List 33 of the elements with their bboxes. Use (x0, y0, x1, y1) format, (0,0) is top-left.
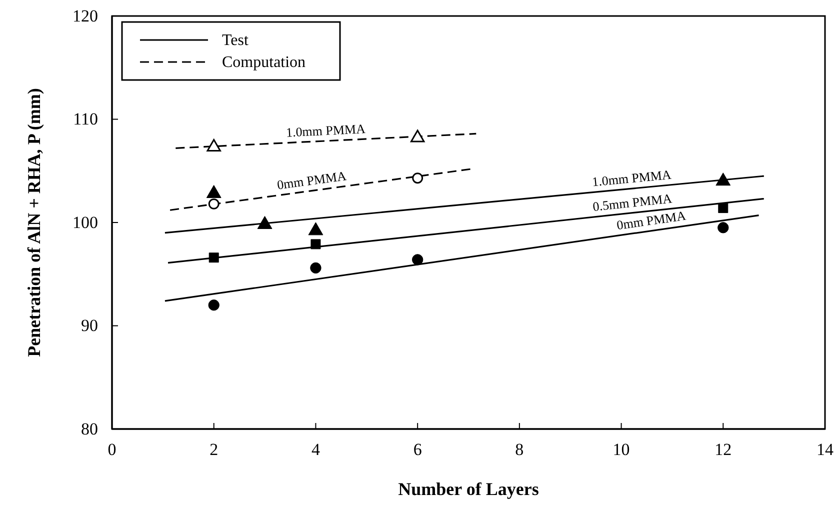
point (718, 203, 728, 214)
point (310, 239, 321, 250)
x-axis-title: Number of Layers (398, 479, 539, 499)
y-tick-label: 80 (81, 419, 98, 438)
annotation: 0mm PMMA (276, 168, 348, 192)
y-tick-label: 120 (72, 6, 98, 26)
x-tick-label: 0 (108, 440, 116, 460)
x-tick-label: 12 (714, 440, 732, 460)
point (208, 198, 220, 210)
y-tick-label: 110 (73, 110, 98, 129)
annotation: 1.0mm PMMA (286, 121, 366, 140)
y-tick-label: 90 (81, 316, 98, 336)
x-tick-label: 4 (311, 440, 320, 460)
point (410, 130, 425, 142)
legend-label: Computation (222, 54, 306, 71)
point (718, 222, 729, 234)
point (206, 185, 222, 198)
point (208, 252, 219, 263)
point (310, 262, 322, 274)
legend-label: Test (222, 32, 249, 49)
point (716, 172, 731, 186)
x-tick-label: 2 (210, 440, 218, 460)
point (208, 300, 220, 311)
x-tick-label: 6 (413, 440, 422, 460)
point (206, 139, 221, 152)
y-axis-title: Penetration of AlN + RHA, P (mm) (24, 88, 44, 357)
annotation: 1.0mm PMMA (591, 166, 673, 190)
point (412, 172, 424, 184)
point (412, 254, 424, 266)
x-tick-label: 8 (515, 440, 524, 460)
y-tick-label: 100 (72, 212, 98, 232)
x-tick-label: 14 (816, 440, 834, 460)
x-tick-label: 10 (612, 440, 630, 460)
